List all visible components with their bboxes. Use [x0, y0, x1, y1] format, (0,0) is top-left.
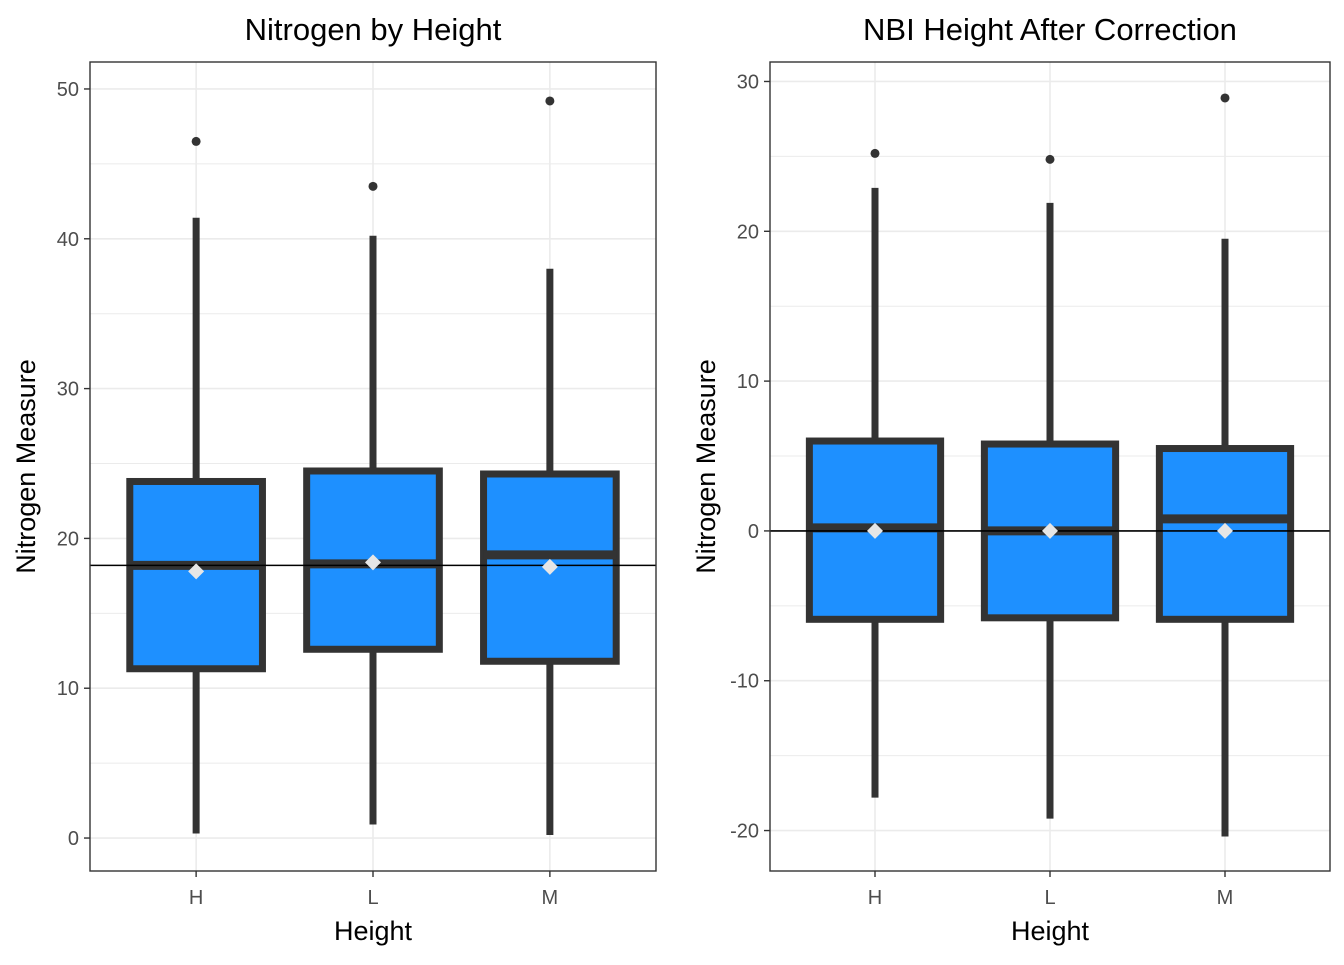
outlier-point	[368, 181, 378, 191]
mean-marker	[1042, 522, 1058, 539]
outlier-point	[191, 136, 201, 146]
x-axis-label: Height	[1011, 916, 1090, 946]
box-M	[1155, 93, 1295, 837]
y-tick-label: 0	[748, 521, 759, 543]
x-axis-label: Height	[334, 916, 413, 946]
mean-marker	[541, 558, 558, 575]
mean-marker	[1217, 522, 1233, 539]
y-tick-label: 30	[737, 71, 759, 93]
y-axis-label: Nitrogen Measure	[11, 359, 41, 574]
outlier-point	[870, 148, 880, 158]
y-tick-label: 40	[57, 229, 79, 251]
y-tick-label: 30	[57, 379, 79, 401]
mean-marker	[365, 554, 381, 571]
y-tick-label: 50	[57, 79, 79, 101]
y-tick-label: -10	[730, 671, 759, 693]
panel-nitrogen-by-height: 0 10 20 30 40 50 H L M Nitrogen by Height Height Ni…	[11, 12, 657, 946]
outlier-point	[1220, 93, 1230, 103]
panel-nbi-height-after-correction: -20 -10 0 10 20 30 H L M NBI Height After Correct…	[691, 12, 1331, 946]
y-tick-label: 10	[57, 678, 79, 700]
mean-marker	[867, 522, 883, 539]
x-tick-label: L	[1044, 887, 1055, 909]
outlier-point	[545, 96, 555, 106]
x-tick-label: L	[367, 887, 378, 909]
y-tick-label: 20	[57, 528, 79, 550]
mean-marker	[188, 563, 205, 580]
y-tick-label: 10	[737, 371, 759, 393]
x-tick-label: H	[189, 887, 203, 909]
chart-title: Nitrogen by Height	[245, 12, 502, 47]
y-axis-label: Nitrogen Measure	[691, 359, 721, 574]
y-tick-label: 20	[737, 221, 759, 243]
y-tick-label: 0	[68, 828, 79, 850]
x-tick-label: M	[542, 887, 559, 909]
box-M	[480, 96, 620, 836]
outlier-point	[1045, 154, 1055, 164]
x-tick-label: H	[868, 887, 882, 909]
box-body	[480, 470, 620, 665]
y-tick-label: -20	[730, 821, 759, 843]
chart-title: NBI Height After Correction	[863, 12, 1237, 47]
x-tick-label: M	[1217, 887, 1234, 909]
